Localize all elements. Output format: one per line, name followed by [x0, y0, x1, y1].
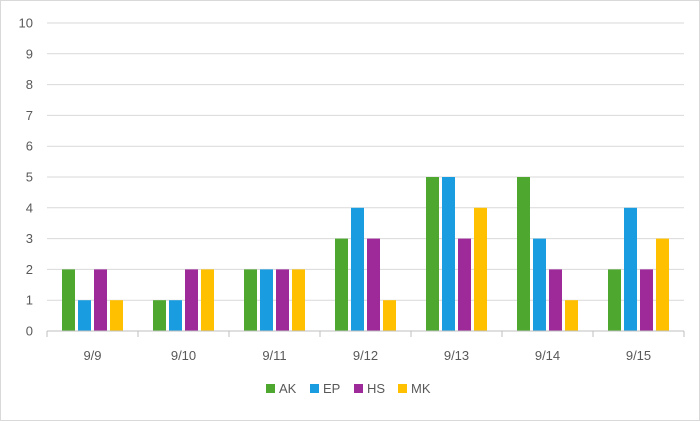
y-tick-label: 3	[26, 231, 33, 246]
x-tick-label: 9/11	[262, 348, 286, 363]
bar-hs-2	[276, 269, 289, 331]
x-tick-label: 9/9	[83, 348, 101, 363]
x-axis-ticks: 9/9 9/10 9/11 9/12 9/13 9/14 9/15	[83, 348, 651, 363]
bar-mk-3	[383, 300, 396, 331]
grid-lines	[47, 22, 684, 301]
y-tick-label: 8	[26, 77, 33, 92]
bar-ak-5	[517, 177, 530, 331]
bar-mk-6	[656, 238, 669, 331]
bar-ep-6	[624, 207, 637, 331]
x-tick-label: 9/14	[535, 348, 560, 363]
bar-hs-3	[367, 238, 380, 331]
y-tick-label: 7	[26, 108, 33, 123]
legend-label-mk: MK	[411, 381, 431, 396]
bar-ak-0	[62, 269, 75, 331]
x-tick-label: 9/10	[171, 348, 196, 363]
legend: AK EP HS MK	[266, 381, 431, 396]
legend-label-ep: EP	[323, 381, 340, 396]
y-tick-label: 2	[26, 262, 33, 277]
bar-ep-4	[442, 177, 455, 331]
bar-hs-4	[458, 238, 471, 331]
x-axis	[46, 330, 685, 337]
legend-label-hs: HS	[367, 381, 385, 396]
bar-ep-0	[78, 300, 91, 331]
y-tick-label: 9	[26, 46, 33, 61]
y-axis-ticks: 0 1 2 3 4 5 6 7 8 9 10	[19, 16, 33, 339]
legend-swatch-hs	[354, 384, 363, 393]
bar-ak-6	[608, 269, 621, 331]
y-tick-label: 10	[19, 16, 33, 31]
legend-swatch-mk	[398, 384, 407, 393]
bar-ep-5	[533, 238, 546, 331]
legend-swatch-ak	[266, 384, 275, 393]
bar-mk-1	[201, 269, 214, 331]
bar-ak-1	[153, 300, 166, 331]
bar-mk-5	[565, 300, 578, 331]
bar-hs-5	[549, 269, 562, 331]
y-tick-label: 1	[26, 293, 33, 308]
y-tick-label: 4	[26, 200, 33, 215]
bar-mk-4	[474, 207, 487, 331]
y-tick-label: 6	[26, 139, 33, 154]
y-tick-label: 0	[26, 324, 33, 339]
y-tick-label: 5	[26, 170, 33, 185]
bar-ak-2	[244, 269, 257, 331]
bar-ak-4	[426, 177, 439, 331]
legend-swatch-ep	[310, 384, 319, 393]
bar-hs-1	[185, 269, 198, 331]
bar-ep-2	[260, 269, 273, 331]
bar-mk-0	[110, 300, 123, 331]
bar-ak-3	[335, 238, 348, 331]
bar-mk-2	[292, 269, 305, 331]
bar-ep-3	[351, 207, 364, 331]
x-tick-label: 9/15	[626, 348, 651, 363]
bar-ep-1	[169, 300, 182, 331]
bar-hs-6	[640, 269, 653, 331]
bars	[62, 177, 669, 331]
x-tick-label: 9/12	[353, 348, 378, 363]
bar-hs-0	[94, 269, 107, 331]
legend-label-ak: AK	[279, 381, 297, 396]
x-tick-label: 9/13	[444, 348, 469, 363]
